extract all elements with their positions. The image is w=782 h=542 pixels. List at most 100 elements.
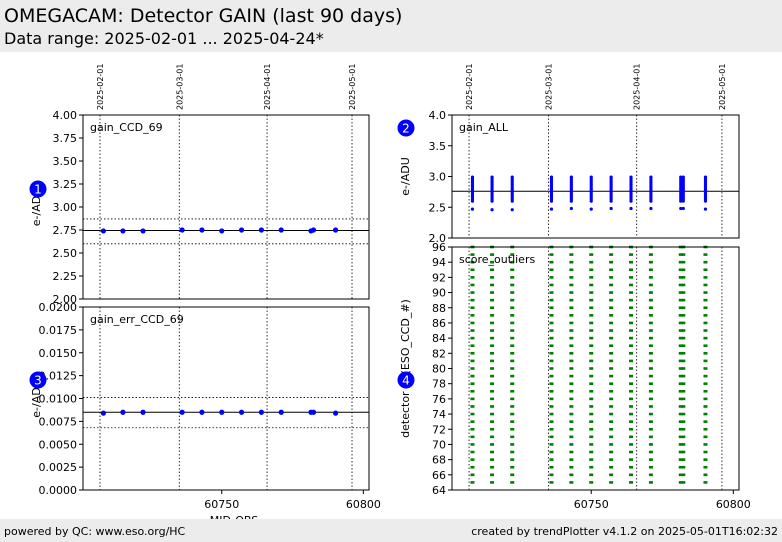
panel-4-outlier-mark	[678, 420, 683, 423]
panel-4-outlier-mark	[648, 306, 653, 310]
panel-4-outlier-mark	[609, 306, 614, 310]
panel-4-outlier-mark	[470, 405, 475, 408]
panel-4-outlier-mark	[609, 314, 614, 317]
panel-4-outlier-mark	[648, 389, 653, 393]
panel-4-outlier-mark	[510, 465, 515, 469]
panel-4-outlier-mark	[648, 291, 653, 294]
panel-4-outlier-mark	[549, 306, 554, 310]
panel-1-frame	[82, 114, 370, 300]
panel-4-badge	[397, 371, 415, 389]
panel-4-y-tick-label: 64	[432, 484, 446, 497]
panel-4-outlier-mark	[569, 382, 574, 385]
panel-4-outlier-mark	[629, 352, 634, 355]
panel-4-outlier-mark	[549, 481, 554, 484]
panel-4-outlier-mark	[609, 412, 614, 416]
panel-4-outlier-mark	[648, 276, 653, 279]
panel-1-y-tick-label: 2.00	[53, 293, 78, 306]
panel-4-outlier-mark	[703, 435, 708, 439]
panel-1-y-tick-label: 3.00	[53, 201, 78, 214]
panel-4-y-tick-label: 68	[432, 454, 446, 467]
panel-4-outlier-mark	[510, 359, 515, 363]
panel-4-outlier-mark	[589, 367, 594, 370]
panel-2-data-point	[490, 175, 494, 179]
panel-4-outlier-mark	[470, 298, 475, 302]
panel-4-outlier-mark	[549, 359, 554, 363]
panel-4-outlier-mark	[490, 465, 495, 469]
footer-created-by: created by trendPlotter v4.1.2 on 2025-0…	[471, 525, 778, 538]
panel-1-badge-number: 1	[34, 183, 42, 197]
panel-4-outlier-mark	[678, 253, 683, 256]
panel-2-low-point	[679, 206, 683, 211]
panel-4-y-tick-label: 74	[432, 408, 446, 421]
panel-4-outlier-mark	[490, 276, 495, 279]
panel-2-data-point	[703, 175, 708, 179]
panel-3-y-axis-label: e-/ADU	[30, 379, 43, 418]
panel-4-outlier-mark	[629, 298, 634, 302]
panel-2-badge-number: 2	[402, 122, 410, 136]
panel-3-y-tick-label: 0.0100	[39, 393, 78, 406]
panel-4-outlier-mark	[569, 359, 574, 363]
panel-4-outlier-mark	[510, 435, 515, 439]
panel-4-outlier-mark	[648, 481, 653, 484]
panel-4-outlier-mark	[470, 306, 475, 310]
panel-2-low-point	[609, 206, 613, 211]
panel-1-badge	[29, 180, 47, 198]
panel-4-outlier-mark	[703, 397, 708, 401]
panel-4-outlier-mark	[681, 260, 686, 264]
panel-4-outlier-mark	[569, 321, 574, 325]
panel-4-outlier-mark	[629, 443, 634, 446]
panel-4-outlier-mark	[589, 336, 594, 340]
panel-4-outlier-mark	[490, 268, 495, 272]
panel-4-outlier-mark	[470, 389, 475, 393]
panel-4-outlier-mark	[703, 329, 708, 332]
panel-4-outlier-mark	[569, 276, 574, 279]
panel-4-outlier-mark	[569, 427, 574, 431]
panel-4-outlier-mark	[569, 405, 574, 408]
panel-4-outlier-mark	[549, 412, 554, 416]
panel-4-outlier-mark	[681, 465, 686, 469]
panel-4-outlier-mark	[648, 435, 653, 439]
panel-4-outlier-mark	[609, 473, 614, 477]
panel-4-outlier-mark	[681, 405, 686, 408]
panel-4-outlier-mark	[510, 389, 515, 393]
panel-4-outlier-mark	[490, 481, 495, 484]
panel-4-outlier-mark	[703, 291, 708, 294]
panel-1-series-label: gain_CCD_69	[90, 121, 163, 134]
panel-4-outlier-mark	[589, 291, 594, 294]
panel-1-data-point	[179, 227, 185, 233]
title-band	[0, 0, 782, 52]
panel-4-outlier-mark	[589, 420, 594, 423]
panel-4-outlier-mark	[609, 374, 614, 378]
panel-4-outlier-mark	[569, 450, 574, 454]
panel-4-outlier-mark	[629, 420, 634, 423]
panel-4-outlier-mark	[549, 473, 554, 477]
panel-1-data-point	[219, 228, 225, 234]
panel-4-outlier-mark	[629, 367, 634, 370]
panel-3-series-label: gain_err_CCD_69	[90, 313, 184, 326]
panel-4-outlier-mark	[678, 427, 683, 431]
panel-4-outlier-mark	[549, 397, 554, 401]
panel-4-outlier-mark	[681, 420, 686, 423]
panel-4-outlier-mark	[569, 374, 574, 378]
panel-2-low-point	[510, 208, 514, 212]
panel-4-outlier-mark	[470, 465, 475, 469]
panel-4-outlier-mark	[629, 465, 634, 469]
panel-4-outlier-mark	[510, 412, 515, 416]
panel-4-y-tick-label: 86	[432, 317, 446, 330]
panel-4-outlier-mark	[681, 473, 686, 477]
panel-4-outlier-mark	[609, 382, 614, 385]
panel-2-y-tick-label: 2.5	[429, 201, 447, 214]
panel-3-x-tick-label: 60800	[346, 498, 381, 511]
panel-4-outlier-mark	[609, 420, 614, 423]
panel-4-outlier-mark	[629, 389, 634, 393]
panel-4-outlier-mark	[470, 420, 475, 423]
panel-4-outlier-mark	[470, 291, 475, 294]
panel-3-data-point	[179, 409, 185, 415]
panel-2-low-point	[490, 208, 494, 212]
panel-1-data-point	[332, 227, 339, 233]
panel-2-data-point	[649, 175, 653, 179]
panel-2-low-point	[470, 207, 475, 211]
panel-4-outlier-mark	[678, 382, 683, 385]
panel-4-outlier-mark	[609, 389, 614, 393]
